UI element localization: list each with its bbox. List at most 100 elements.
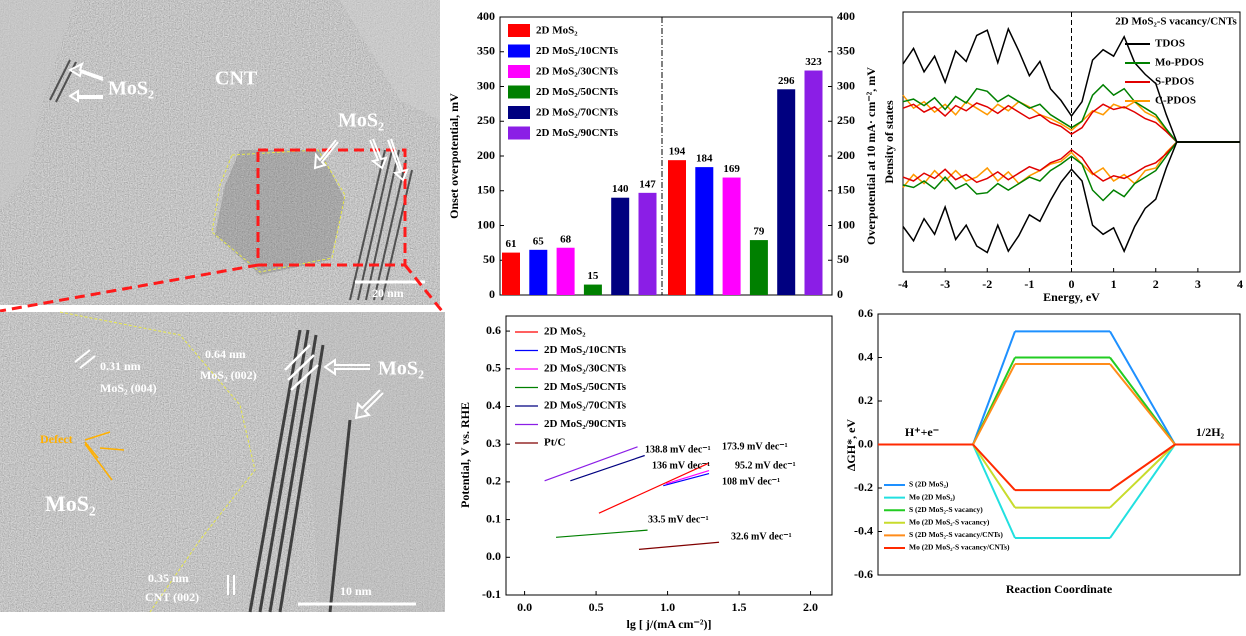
image-label: CNT: [215, 68, 258, 90]
connector: [972, 331, 1016, 445]
image-label: MoS₂: [45, 491, 96, 516]
y2-tick-label: 150: [837, 183, 855, 197]
bar: [695, 167, 714, 295]
y-tick-label: 0: [489, 287, 495, 301]
legend-label: 2D MoS₂: [544, 326, 586, 338]
bar: [749, 240, 768, 295]
lattice-fringes: [284, 344, 319, 391]
bar: [611, 197, 630, 295]
tafel-line: [555, 529, 648, 538]
legend-label: S-PDOS: [1155, 76, 1194, 88]
tem-texture: [0, 312, 445, 612]
legend-label: 2D MoS₂: [536, 25, 578, 37]
y-tick-label: 0.4: [486, 398, 501, 412]
y-tick-label: 0.0: [858, 436, 873, 450]
y-tick-label: 0.5: [486, 361, 501, 375]
legend-swatch: [508, 65, 530, 78]
y-tick-label: 400: [477, 9, 495, 23]
x-tick-label: 2: [1153, 277, 1159, 291]
x-tick-label: -1: [1024, 277, 1034, 291]
x-tick-label: 1.0: [660, 600, 675, 614]
state-label: H⁺+e⁻: [905, 425, 939, 439]
bar: [804, 70, 823, 295]
value-label: 61: [506, 238, 517, 250]
connector: [1109, 443, 1176, 539]
value-label: 15: [587, 270, 599, 282]
tafel-line: [570, 454, 645, 482]
legend-label: Mo (2D MoS₂-S vacancy/CNTs): [909, 543, 1010, 552]
legend-label: TDOS: [1155, 38, 1185, 50]
legend-label: Mo (2D MoS₂-S vacancy): [909, 518, 990, 527]
dos-curve: [902, 141, 1240, 254]
x-tick-label: 4: [1237, 277, 1243, 291]
y2-tick-label: 50: [837, 252, 849, 266]
zoom-line: [403, 264, 444, 312]
legend-swatch: [508, 24, 530, 37]
legend-label: 2D MoS₂/30CNTs: [536, 66, 619, 78]
zoom-line: [0, 263, 259, 313]
value-label: 194: [669, 146, 686, 158]
slope-annotation: 173.9 mV dec⁻¹: [722, 441, 788, 452]
slope-annotation: 136 mV dec⁻¹: [652, 460, 710, 471]
y-tick-label: 0.0: [486, 549, 501, 563]
legend-swatch: [508, 106, 530, 119]
legend-swatch: [508, 126, 530, 140]
plot-frame: [505, 315, 833, 596]
image-label: 10 nm: [340, 584, 372, 598]
y-tick-label: 50: [483, 252, 495, 266]
tem-texture: [0, 0, 440, 305]
x-axis-label: Energy, eV: [1043, 290, 1100, 304]
lattice-fringes: [49, 59, 413, 301]
x-axis-label: Reaction Coordinate: [1006, 582, 1113, 596]
legend-label: Pt/C: [544, 437, 565, 449]
y2-tick-label: 0: [837, 287, 843, 301]
legend-swatch: [508, 44, 530, 58]
bar: [583, 284, 602, 295]
slope-annotation: 32.6 mV dec⁻¹: [731, 531, 792, 542]
x-tick-label: 0: [1069, 277, 1075, 291]
slope-annotation: 95.2 mV dec⁻¹: [735, 460, 796, 471]
image-label: 20 nm: [372, 286, 404, 300]
image-label: MoS₂: [338, 110, 384, 132]
particle: [215, 150, 345, 275]
vacuum-region: [340, 0, 440, 120]
y-tick-label: 0.2: [486, 474, 501, 488]
bar: [556, 247, 575, 295]
slope-annotation: 108 mV dec⁻¹: [722, 476, 780, 487]
y-tick-label: -0.6: [854, 567, 873, 581]
legend-label: Mo-PDOS: [1155, 57, 1204, 69]
value-label: 79: [753, 226, 765, 238]
y2-tick-label: 250: [837, 113, 855, 127]
bar: [638, 192, 657, 295]
connector: [972, 443, 1016, 509]
bar: [502, 252, 520, 295]
tafel-line: [663, 473, 710, 487]
y-tick-label: 0.3: [486, 436, 501, 450]
y2-tick-label: 300: [837, 78, 855, 92]
defect-arrows: [84, 431, 125, 481]
bar: [668, 160, 686, 295]
x-tick-label: 1.5: [732, 600, 747, 614]
image-label: 0.64 nm: [205, 347, 246, 361]
connector: [1109, 443, 1176, 491]
chart-title: 2D MoS₂-S vacancy/CNTs: [1115, 16, 1237, 28]
connector: [972, 363, 1016, 445]
region: [300, 312, 445, 612]
y-axis-label: Onset overpotential, mV: [447, 93, 461, 219]
y2-tick-label: 100: [837, 217, 855, 231]
value-label: 184: [696, 153, 713, 165]
image-label: MoS₂: [378, 358, 424, 380]
tafel-line: [638, 541, 720, 550]
state-label: 1/2H₂: [1196, 425, 1225, 439]
vacuum-region: [0, 0, 75, 210]
bar: [777, 89, 796, 295]
slope-annotation: 33.5 mV dec⁻¹: [648, 514, 709, 525]
y-tick-label: -0.2: [854, 480, 873, 494]
legend-label: 2D MoS₂/50CNTs: [536, 86, 619, 98]
connector: [972, 444, 1016, 539]
legend-label: 2D MoS₂/50CNTs: [544, 381, 627, 393]
y-tick-label: 100: [477, 217, 495, 231]
y2-tick-label: 350: [837, 44, 855, 58]
image-label: CNT (002): [145, 590, 199, 604]
